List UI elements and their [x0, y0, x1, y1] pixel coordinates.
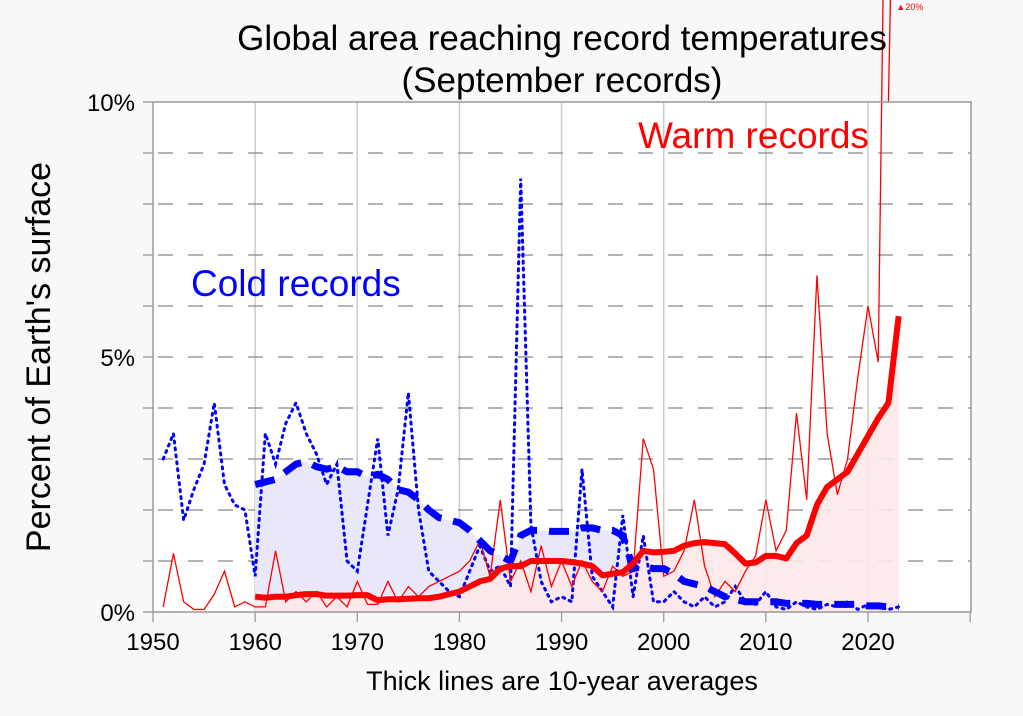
y-axis-label: Percent of Earth's surface: [20, 162, 58, 552]
x-tick-label: 1970: [331, 629, 384, 656]
warm-records-label: Warm records: [638, 115, 869, 156]
x-tick-label: 2000: [637, 629, 690, 656]
x-tick-label: 1960: [228, 629, 281, 656]
x-tick-label: 2010: [739, 629, 792, 656]
cold-records-annual-line: [161, 178, 901, 612]
warm-records-average-line: [254, 315, 902, 604]
warm-offscale-spike: [887, 0, 892, 103]
warm-average-area-fill: [255, 316, 899, 612]
x-axis-ticks: 1950 1960 1970 1980 1990 2000 2010 2020: [126, 612, 971, 656]
y-tick-label: 10%: [87, 90, 135, 117]
x-tick-label: 1990: [535, 629, 588, 656]
y-axis-ticks: 0% 5% 10%: [87, 90, 153, 627]
warm-records-annual-line: [162, 0, 884, 611]
offscale-20-percent-label: ▲20%: [896, 2, 923, 12]
y-tick-label: 0%: [100, 600, 135, 627]
x-tick-label: 1950: [126, 629, 179, 656]
chart-subtitle: (September records): [402, 61, 723, 100]
cold-records-label: Cold records: [191, 263, 401, 304]
x-tick-label: 1980: [433, 629, 486, 656]
y-tick-label: 5%: [100, 345, 135, 372]
x-axis-label: Thick lines are 10-year averages: [366, 666, 758, 696]
series-lines: [161, 0, 902, 612]
x-tick-label: 2020: [841, 629, 894, 656]
chart-title: Global area reaching record temperatures: [237, 19, 887, 58]
